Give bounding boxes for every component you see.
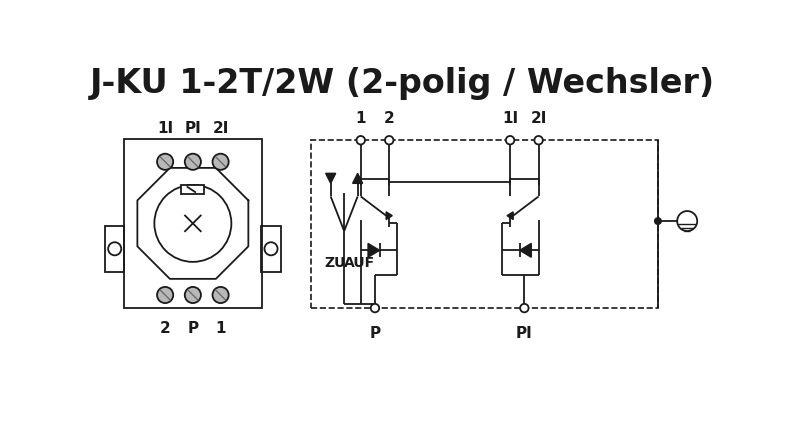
Circle shape: [157, 287, 174, 303]
Text: PI: PI: [185, 121, 202, 136]
Text: 1: 1: [355, 111, 366, 125]
Circle shape: [534, 136, 543, 145]
Circle shape: [506, 136, 514, 145]
Text: AUF: AUF: [344, 257, 374, 271]
Polygon shape: [368, 243, 379, 257]
Bar: [311, 140, 658, 308]
Circle shape: [157, 154, 174, 170]
Text: 2: 2: [384, 111, 394, 125]
Text: 2I: 2I: [212, 121, 229, 136]
Text: P: P: [187, 321, 198, 336]
Bar: [262, 225, 281, 272]
Bar: [105, 225, 124, 272]
Text: 1I: 1I: [502, 111, 518, 125]
Text: ZU: ZU: [325, 257, 346, 271]
Circle shape: [213, 287, 229, 303]
Text: J-KU 1-2T/2W (2-polig / Wechsler): J-KU 1-2T/2W (2-polig / Wechsler): [90, 67, 715, 100]
Polygon shape: [386, 212, 392, 219]
Polygon shape: [520, 243, 531, 257]
Circle shape: [185, 154, 201, 170]
Text: 2: 2: [160, 321, 170, 336]
Text: 2I: 2I: [530, 111, 546, 125]
Text: 1I: 1I: [157, 121, 174, 136]
Text: PI: PI: [516, 326, 533, 341]
Circle shape: [357, 136, 365, 145]
Circle shape: [385, 136, 394, 145]
Circle shape: [520, 304, 529, 312]
Circle shape: [655, 218, 661, 224]
Bar: [182, 185, 205, 194]
Text: P: P: [370, 326, 381, 341]
Circle shape: [185, 287, 201, 303]
Circle shape: [370, 304, 379, 312]
Polygon shape: [326, 173, 336, 184]
Polygon shape: [507, 212, 513, 219]
Bar: [123, 139, 262, 308]
Polygon shape: [353, 173, 362, 184]
Circle shape: [213, 154, 229, 170]
Text: 1: 1: [215, 321, 226, 336]
